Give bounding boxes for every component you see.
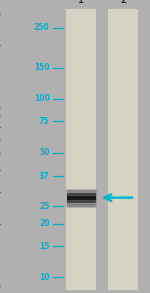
Text: 37: 37 — [39, 171, 50, 180]
Text: 20: 20 — [39, 219, 50, 228]
Text: 150: 150 — [34, 63, 50, 72]
Text: 1: 1 — [78, 0, 84, 5]
Text: 10: 10 — [39, 273, 50, 282]
Text: 50: 50 — [39, 148, 50, 157]
Text: 250: 250 — [34, 23, 50, 33]
Bar — [66, 9, 96, 290]
Text: 25: 25 — [39, 202, 50, 211]
Text: 75: 75 — [39, 117, 50, 126]
Bar — [108, 9, 138, 290]
Text: 100: 100 — [34, 94, 50, 103]
Text: 2: 2 — [120, 0, 126, 5]
Text: 15: 15 — [39, 241, 50, 251]
